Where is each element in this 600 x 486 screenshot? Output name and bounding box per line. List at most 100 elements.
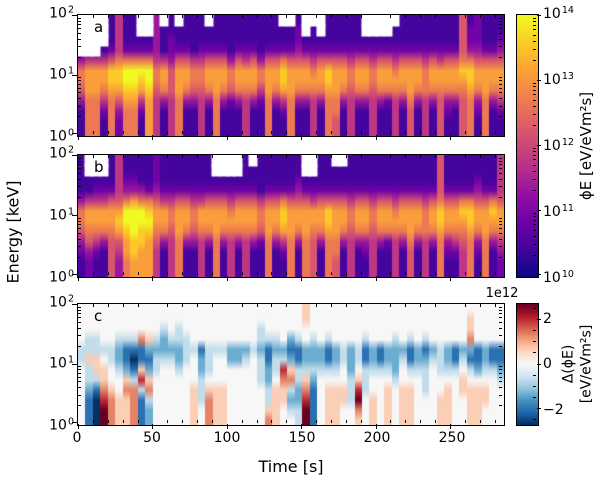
tick-mark — [78, 366, 81, 367]
tick-mark — [78, 106, 81, 107]
tick-mark — [93, 15, 94, 18]
tick-mark — [405, 15, 406, 18]
flux-tick-1e14: 1014 — [543, 5, 574, 22]
tick-mark — [331, 15, 332, 18]
tick-mark — [93, 304, 94, 307]
tick-mark — [361, 304, 362, 307]
tick-mark — [72, 304, 77, 305]
tick-mark — [537, 15, 541, 16]
tick-mark — [78, 381, 81, 382]
tick-mark — [499, 33, 502, 34]
tick-mark — [78, 179, 81, 180]
tick-mark — [499, 164, 502, 165]
tick-mark — [533, 397, 536, 398]
tick-mark — [533, 18, 536, 19]
tick-mark — [499, 317, 502, 318]
tick-mark — [533, 35, 536, 36]
tick-mark — [257, 420, 258, 423]
tick-mark — [480, 304, 481, 307]
colorbar-delta-label-line2: [eV/eVm²s] — [578, 324, 594, 404]
tick-mark — [405, 272, 406, 275]
panel-letter-c: c — [94, 307, 103, 325]
time-tick-250: 250 — [438, 430, 466, 446]
tick-mark — [271, 15, 272, 18]
tick-mark — [197, 131, 198, 134]
colorbar-delta-offset: 1e12 — [485, 286, 519, 301]
tick-mark — [499, 92, 502, 93]
tick-mark — [435, 155, 436, 158]
tick-mark — [533, 341, 536, 342]
tick-mark — [420, 420, 421, 423]
tick-mark — [499, 39, 502, 40]
tick-mark — [499, 84, 502, 85]
tick-mark — [286, 304, 287, 307]
tick-mark — [93, 131, 94, 134]
tick-mark — [376, 135, 377, 140]
tick-mark — [301, 135, 302, 140]
tick-mark — [435, 131, 436, 134]
tick-mark — [533, 94, 536, 95]
tick-mark — [78, 173, 81, 174]
tick-mark — [78, 186, 81, 187]
tick-mark — [537, 80, 541, 81]
tick-mark — [78, 221, 81, 222]
tick-mark — [499, 369, 502, 370]
tick-mark — [78, 233, 81, 234]
tick-mark — [533, 60, 536, 61]
tick-mark — [182, 155, 183, 158]
tick-mark — [78, 98, 81, 99]
tick-mark — [331, 131, 332, 134]
tick-mark — [152, 276, 153, 281]
tick-mark — [212, 155, 213, 158]
tick-mark — [495, 420, 496, 423]
tick-mark — [499, 186, 502, 187]
tick-mark — [499, 366, 502, 367]
colorbar-delta-label: Δ(ϕE) [eV/eVm²s] — [561, 325, 596, 404]
tick-mark — [537, 210, 541, 211]
tick-mark — [533, 148, 536, 149]
tick-mark — [480, 155, 481, 158]
tick-mark — [123, 155, 124, 158]
tick-mark — [78, 88, 81, 89]
tick-mark — [465, 131, 466, 134]
tick-mark — [537, 274, 541, 275]
tick-mark — [78, 246, 81, 247]
tick-mark — [286, 272, 287, 275]
tick-mark — [465, 304, 466, 307]
y-axis-label: Energy [keV] — [3, 180, 23, 284]
tick-mark — [499, 313, 502, 314]
tick-mark — [499, 57, 502, 58]
tick-mark — [390, 155, 391, 158]
tick-mark — [316, 272, 317, 275]
tick-mark — [78, 317, 81, 318]
tick-mark — [72, 133, 77, 134]
tick-mark — [480, 15, 481, 18]
tick-mark — [78, 84, 81, 85]
tick-mark — [242, 131, 243, 134]
tick-mark — [499, 21, 502, 22]
tick-mark — [533, 25, 536, 26]
tick-mark — [316, 420, 317, 423]
tick-mark — [465, 272, 466, 275]
tick-mark — [78, 328, 81, 329]
tick-mark — [123, 304, 124, 307]
tick-mark — [286, 131, 287, 134]
flux-tick-1e11: 1011 — [543, 203, 574, 220]
tick-mark — [420, 15, 421, 18]
tick-mark — [212, 15, 213, 18]
colorbar-flux — [516, 14, 541, 278]
tick-mark — [533, 216, 536, 217]
tick-mark — [242, 420, 243, 423]
tick-mark — [78, 369, 81, 370]
tick-mark — [78, 335, 81, 336]
tick-mark — [420, 272, 421, 275]
colorbar-delta-label-line1: Δ(ϕE) — [560, 344, 577, 384]
tick-mark — [78, 239, 81, 240]
tick-mark — [93, 420, 94, 423]
tick-mark — [480, 420, 481, 423]
x-axis-label: Time [s] — [258, 457, 324, 476]
energy-tick-c-10: 101 — [49, 354, 74, 372]
time-tick-200: 200 — [363, 430, 391, 446]
tick-mark — [78, 92, 81, 93]
tick-mark — [242, 272, 243, 275]
